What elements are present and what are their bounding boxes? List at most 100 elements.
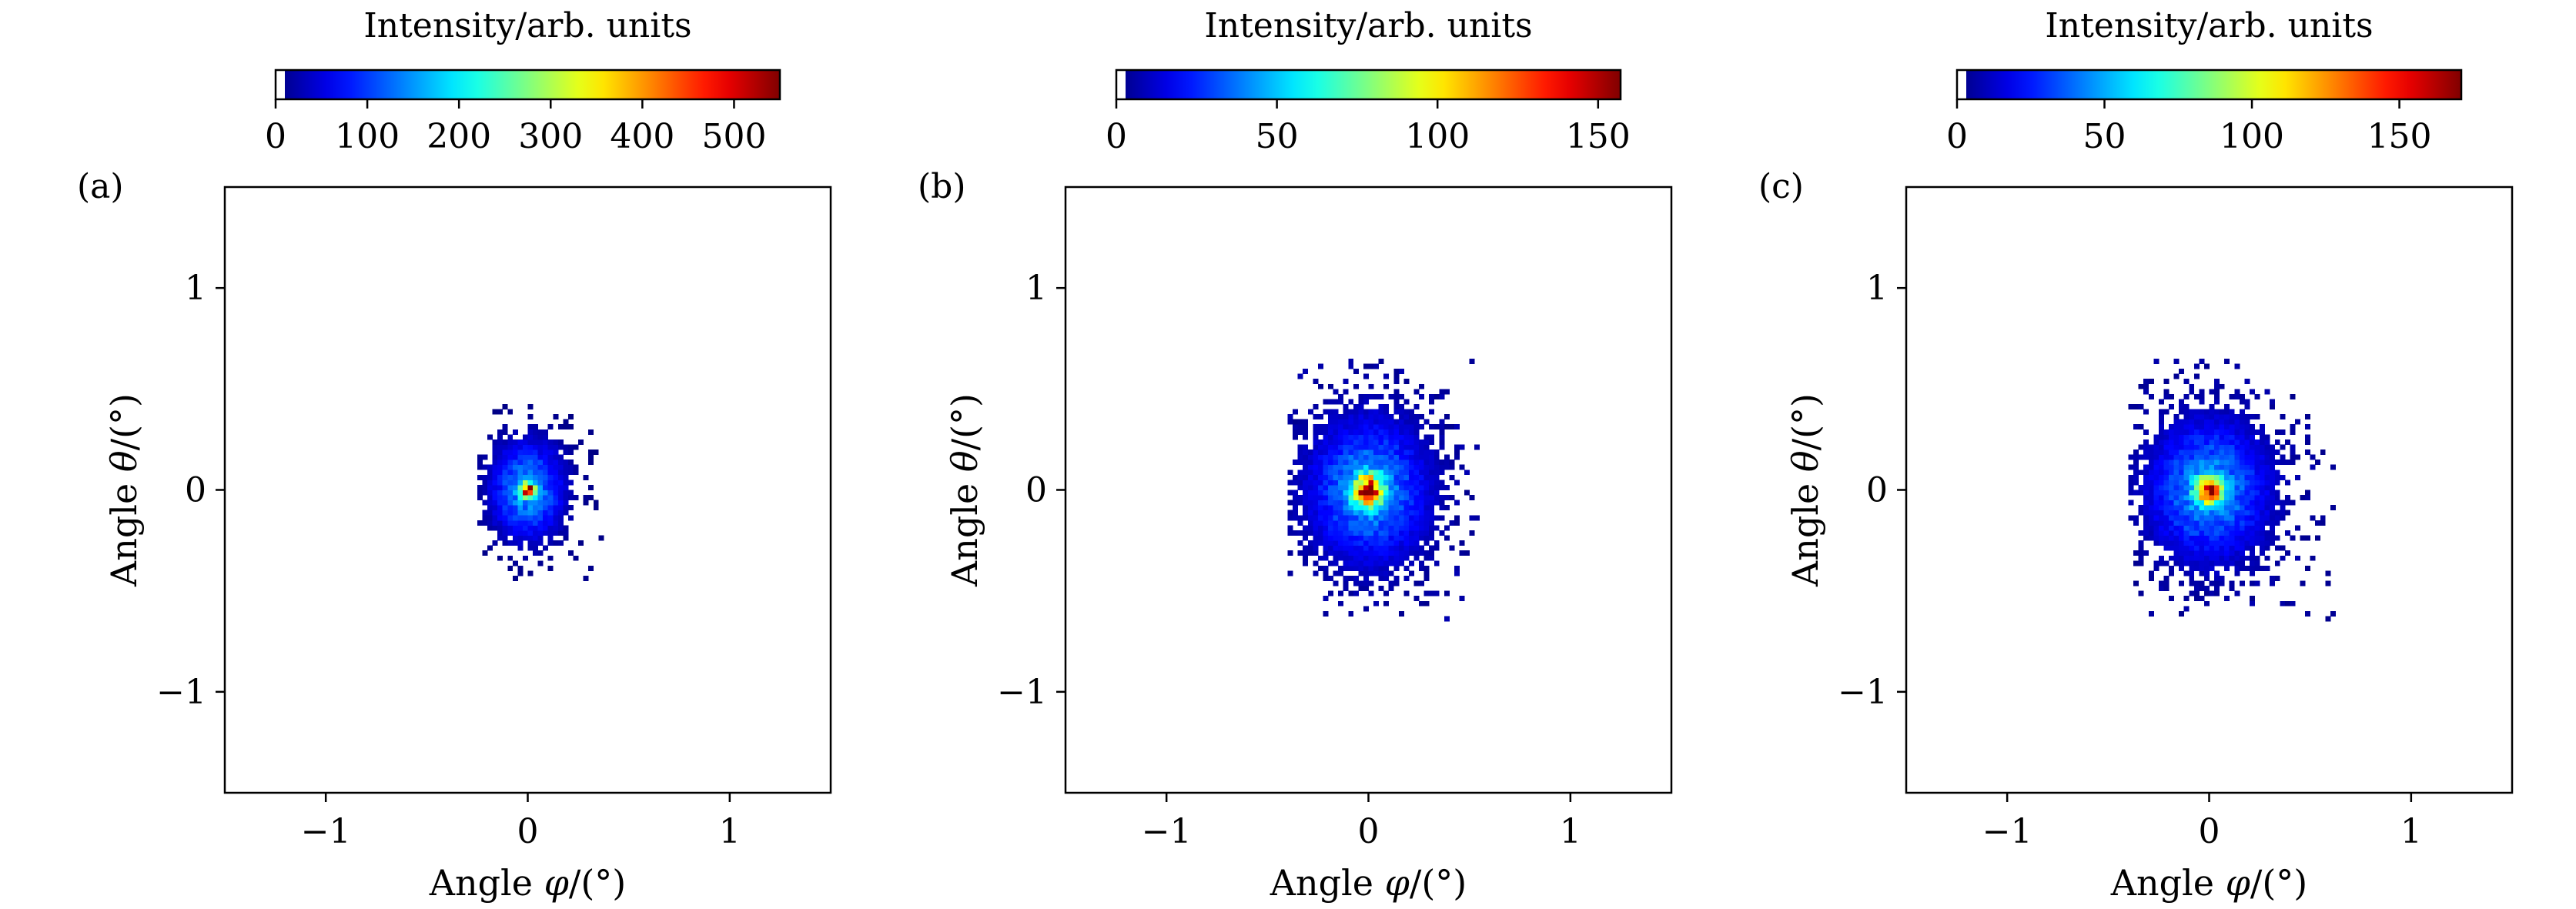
heatmap-cell [1343,495,1349,501]
heatmap-cell [1423,454,1430,460]
heatmap-cell [2284,510,2290,516]
heatmap-cell [2163,525,2170,531]
heatmap-cell [2173,490,2180,496]
heatmap-cell [1353,444,1359,450]
heatmap-cell [2254,474,2260,480]
heatmap-cell [2219,439,2225,445]
heatmap-cell [1403,419,1410,425]
heatmap-cell [2183,414,2190,420]
heatmap-cell [2183,606,2190,612]
heatmap-cell [1348,610,1354,617]
heatmap-cell [2138,540,2144,546]
heatmap-cell [2203,600,2210,607]
heatmap-cell [1323,449,1329,455]
heatmap-cell [2260,480,2266,486]
heatmap-cell [1398,510,1404,516]
heatmap-cell [2224,454,2230,460]
heatmap-cell [1338,444,1344,450]
heatmap-cell [1323,555,1329,561]
heatmap-cell [2224,460,2230,466]
heatmap-cell [2189,424,2195,430]
heatmap-cell [517,540,524,546]
heatmap-cell [2199,424,2205,430]
heatmap-cell [2274,449,2280,455]
heatmap-cell [1413,439,1420,445]
heatmap-cell [1338,550,1344,556]
heatmap-cell [1368,429,1374,435]
colorbar-underflow [1957,70,1966,99]
heatmap-cell [492,464,498,470]
heatmap-cell [2264,495,2270,501]
heatmap-cell [553,414,559,420]
heatmap-cell [1363,540,1369,546]
heatmap-cell [1444,424,1450,430]
heatmap-cell [1303,560,1309,566]
heatmap-cell [2254,525,2260,531]
heatmap-cell [547,535,554,541]
heatmap-cell [1388,520,1394,526]
heatmap-cell [507,520,514,526]
heatmap-cell [2224,525,2230,531]
heatmap-cell [1313,434,1319,440]
heatmap-cell [1333,434,1339,440]
heatmap-cell [2260,495,2266,501]
heatmap-cell [1317,414,1323,420]
heatmap-cell [2244,460,2250,466]
heatmap-cell [2128,484,2134,490]
heatmap-cell [583,575,589,581]
heatmap-cell [2229,439,2235,445]
heatmap-cell [1358,510,1364,516]
heatmap-cell [2173,373,2180,379]
heatmap-cell [1403,379,1410,385]
heatmap-cell [1373,555,1380,561]
heatmap-cell [1383,555,1390,561]
heatmap-cell [2158,480,2164,486]
heatmap-cell [2224,434,2230,440]
heatmap-cell [2143,439,2149,445]
heatmap-cell [487,505,493,511]
heatmap-cell [2284,460,2290,466]
heatmap-cell [2239,454,2245,460]
heatmap-cell [2173,464,2180,470]
heatmap-cell [2254,454,2260,460]
heatmap-cell [517,505,524,511]
heatmap-cell [1429,490,1435,496]
heatmap-cell [1348,505,1354,511]
heatmap-cell [1293,429,1299,435]
heatmap-cell [1398,480,1404,486]
heatmap-cell [2179,474,2185,480]
heatmap-cell [497,449,503,455]
heatmap-cell [2173,470,2180,476]
heatmap-cell [1363,525,1369,531]
heatmap-cell [1348,434,1354,440]
heatmap-cell [1413,470,1420,476]
heatmap-cell [553,454,559,460]
heatmap-cell [2158,490,2164,496]
heatmap-cell [537,434,544,440]
heatmap-cell [2249,449,2255,455]
heatmap-cell [2143,474,2149,480]
heatmap-cell [2290,600,2296,607]
heatmap-cell [2209,500,2215,506]
heatmap-cell [1338,460,1344,466]
heatmap-cell [1328,449,1333,455]
heatmap-cell [507,460,514,466]
heatmap-cell [1439,500,1445,506]
heatmap-cell [2229,540,2235,546]
heatmap-cell [2305,610,2311,617]
heatmap-cell [1444,454,1450,460]
heatmap-cell [2173,358,2180,364]
heatmap-cell [1297,460,1303,466]
heatmap-cell [2254,470,2260,476]
heatmap-cell [1317,439,1323,445]
heatmap-cell [547,520,554,526]
colorbar-tick-label: 150 [1566,117,1631,156]
heatmap-cell [1368,470,1374,476]
heatmap-cell [2260,500,2266,506]
heatmap-cell [2234,555,2240,561]
heatmap-cell [2234,414,2240,420]
heatmap-cell [492,470,498,476]
heatmap-cell [1358,429,1364,435]
heatmap-cell [527,505,534,511]
heatmap-cell [517,484,524,490]
